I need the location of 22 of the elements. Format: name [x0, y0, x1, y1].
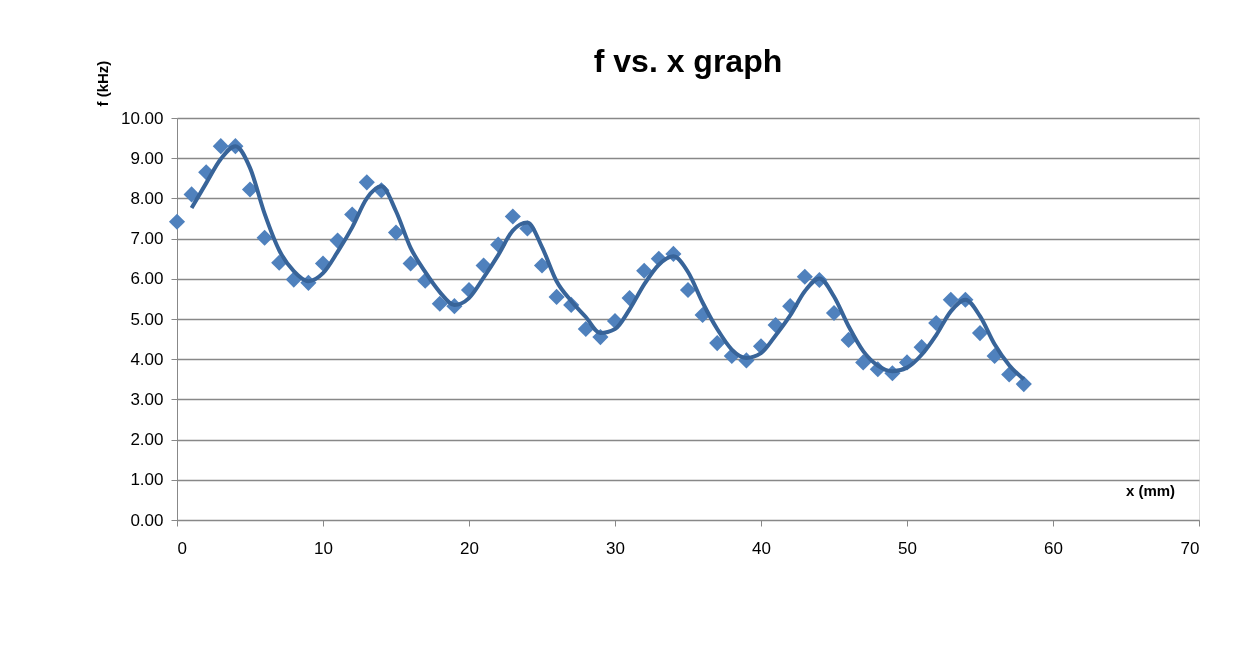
y-tick-label: 6.00 — [130, 269, 164, 289]
x-tick-label: 0 — [177, 538, 187, 558]
y-tick-label: 4.00 — [130, 349, 164, 369]
x-tick-label: 40 — [752, 538, 771, 558]
y-tick-label: 5.00 — [130, 309, 164, 329]
x-tick-label: 20 — [460, 538, 479, 558]
x-axis-title: x (mm) — [1125, 481, 1176, 499]
y-tick-label: 8.00 — [130, 188, 164, 208]
chart-title: f vs. x graph — [593, 43, 783, 80]
x-tick-label: 70 — [1180, 538, 1200, 558]
y-tick-label: 3.00 — [130, 389, 164, 409]
y-axis-title: f (kHz) — [93, 60, 111, 107]
x-tick-label: 30 — [606, 538, 625, 558]
y-tick-label: 1.00 — [130, 470, 164, 490]
y-tick-label: 10.00 — [120, 108, 164, 128]
x-tick-label: 50 — [898, 538, 917, 558]
y-tick-label: 7.00 — [130, 229, 164, 249]
x-tick-label: 60 — [1044, 538, 1063, 558]
y-tick-label: 2.00 — [130, 430, 164, 450]
y-tick-label: 9.00 — [130, 148, 164, 168]
x-tick-label: 10 — [314, 538, 333, 558]
y-tick-label: 0.00 — [130, 510, 164, 530]
